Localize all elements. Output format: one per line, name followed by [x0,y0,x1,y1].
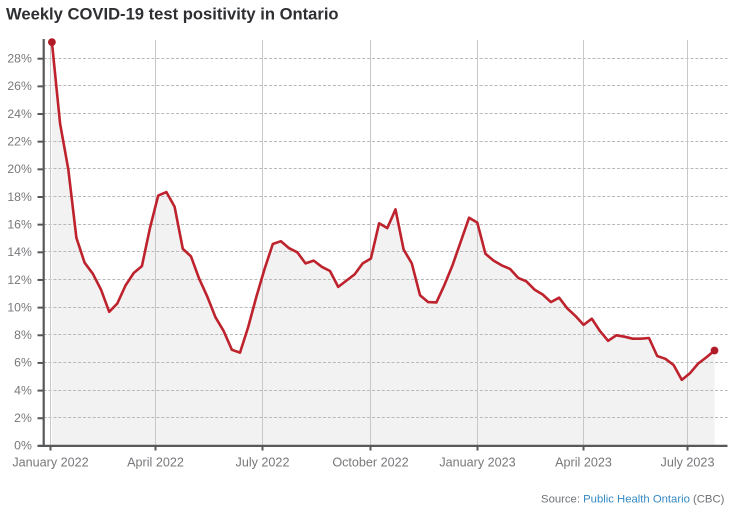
svg-text:24%: 24% [7,107,32,121]
svg-text:January 2022: January 2022 [12,456,88,470]
svg-text:Weekly COVID-19 test positivit: Weekly COVID-19 test positivity in Ontar… [6,4,339,23]
svg-text:April 2022: April 2022 [127,456,184,470]
svg-text:18%: 18% [7,190,32,204]
svg-text:8%: 8% [14,328,32,342]
svg-text:10%: 10% [7,300,32,314]
svg-text:6%: 6% [14,356,32,370]
svg-text:0%: 0% [14,439,32,453]
svg-text:12%: 12% [7,273,32,287]
svg-text:4%: 4% [14,383,32,397]
svg-text:Source: Public Health Ontario: Source: Public Health Ontario (CBC) [541,493,725,505]
svg-text:28%: 28% [7,52,32,66]
svg-text:April 2023: April 2023 [555,456,612,470]
svg-text:16%: 16% [7,217,32,231]
svg-text:October 2022: October 2022 [332,456,408,470]
svg-text:26%: 26% [7,79,32,93]
svg-text:22%: 22% [7,134,32,148]
svg-text:14%: 14% [7,245,32,259]
svg-text:20%: 20% [7,162,32,176]
svg-text:2%: 2% [14,411,32,425]
svg-text:January 2023: January 2023 [439,456,515,470]
svg-text:July 2023: July 2023 [661,456,715,470]
svg-text:July 2022: July 2022 [236,456,290,470]
